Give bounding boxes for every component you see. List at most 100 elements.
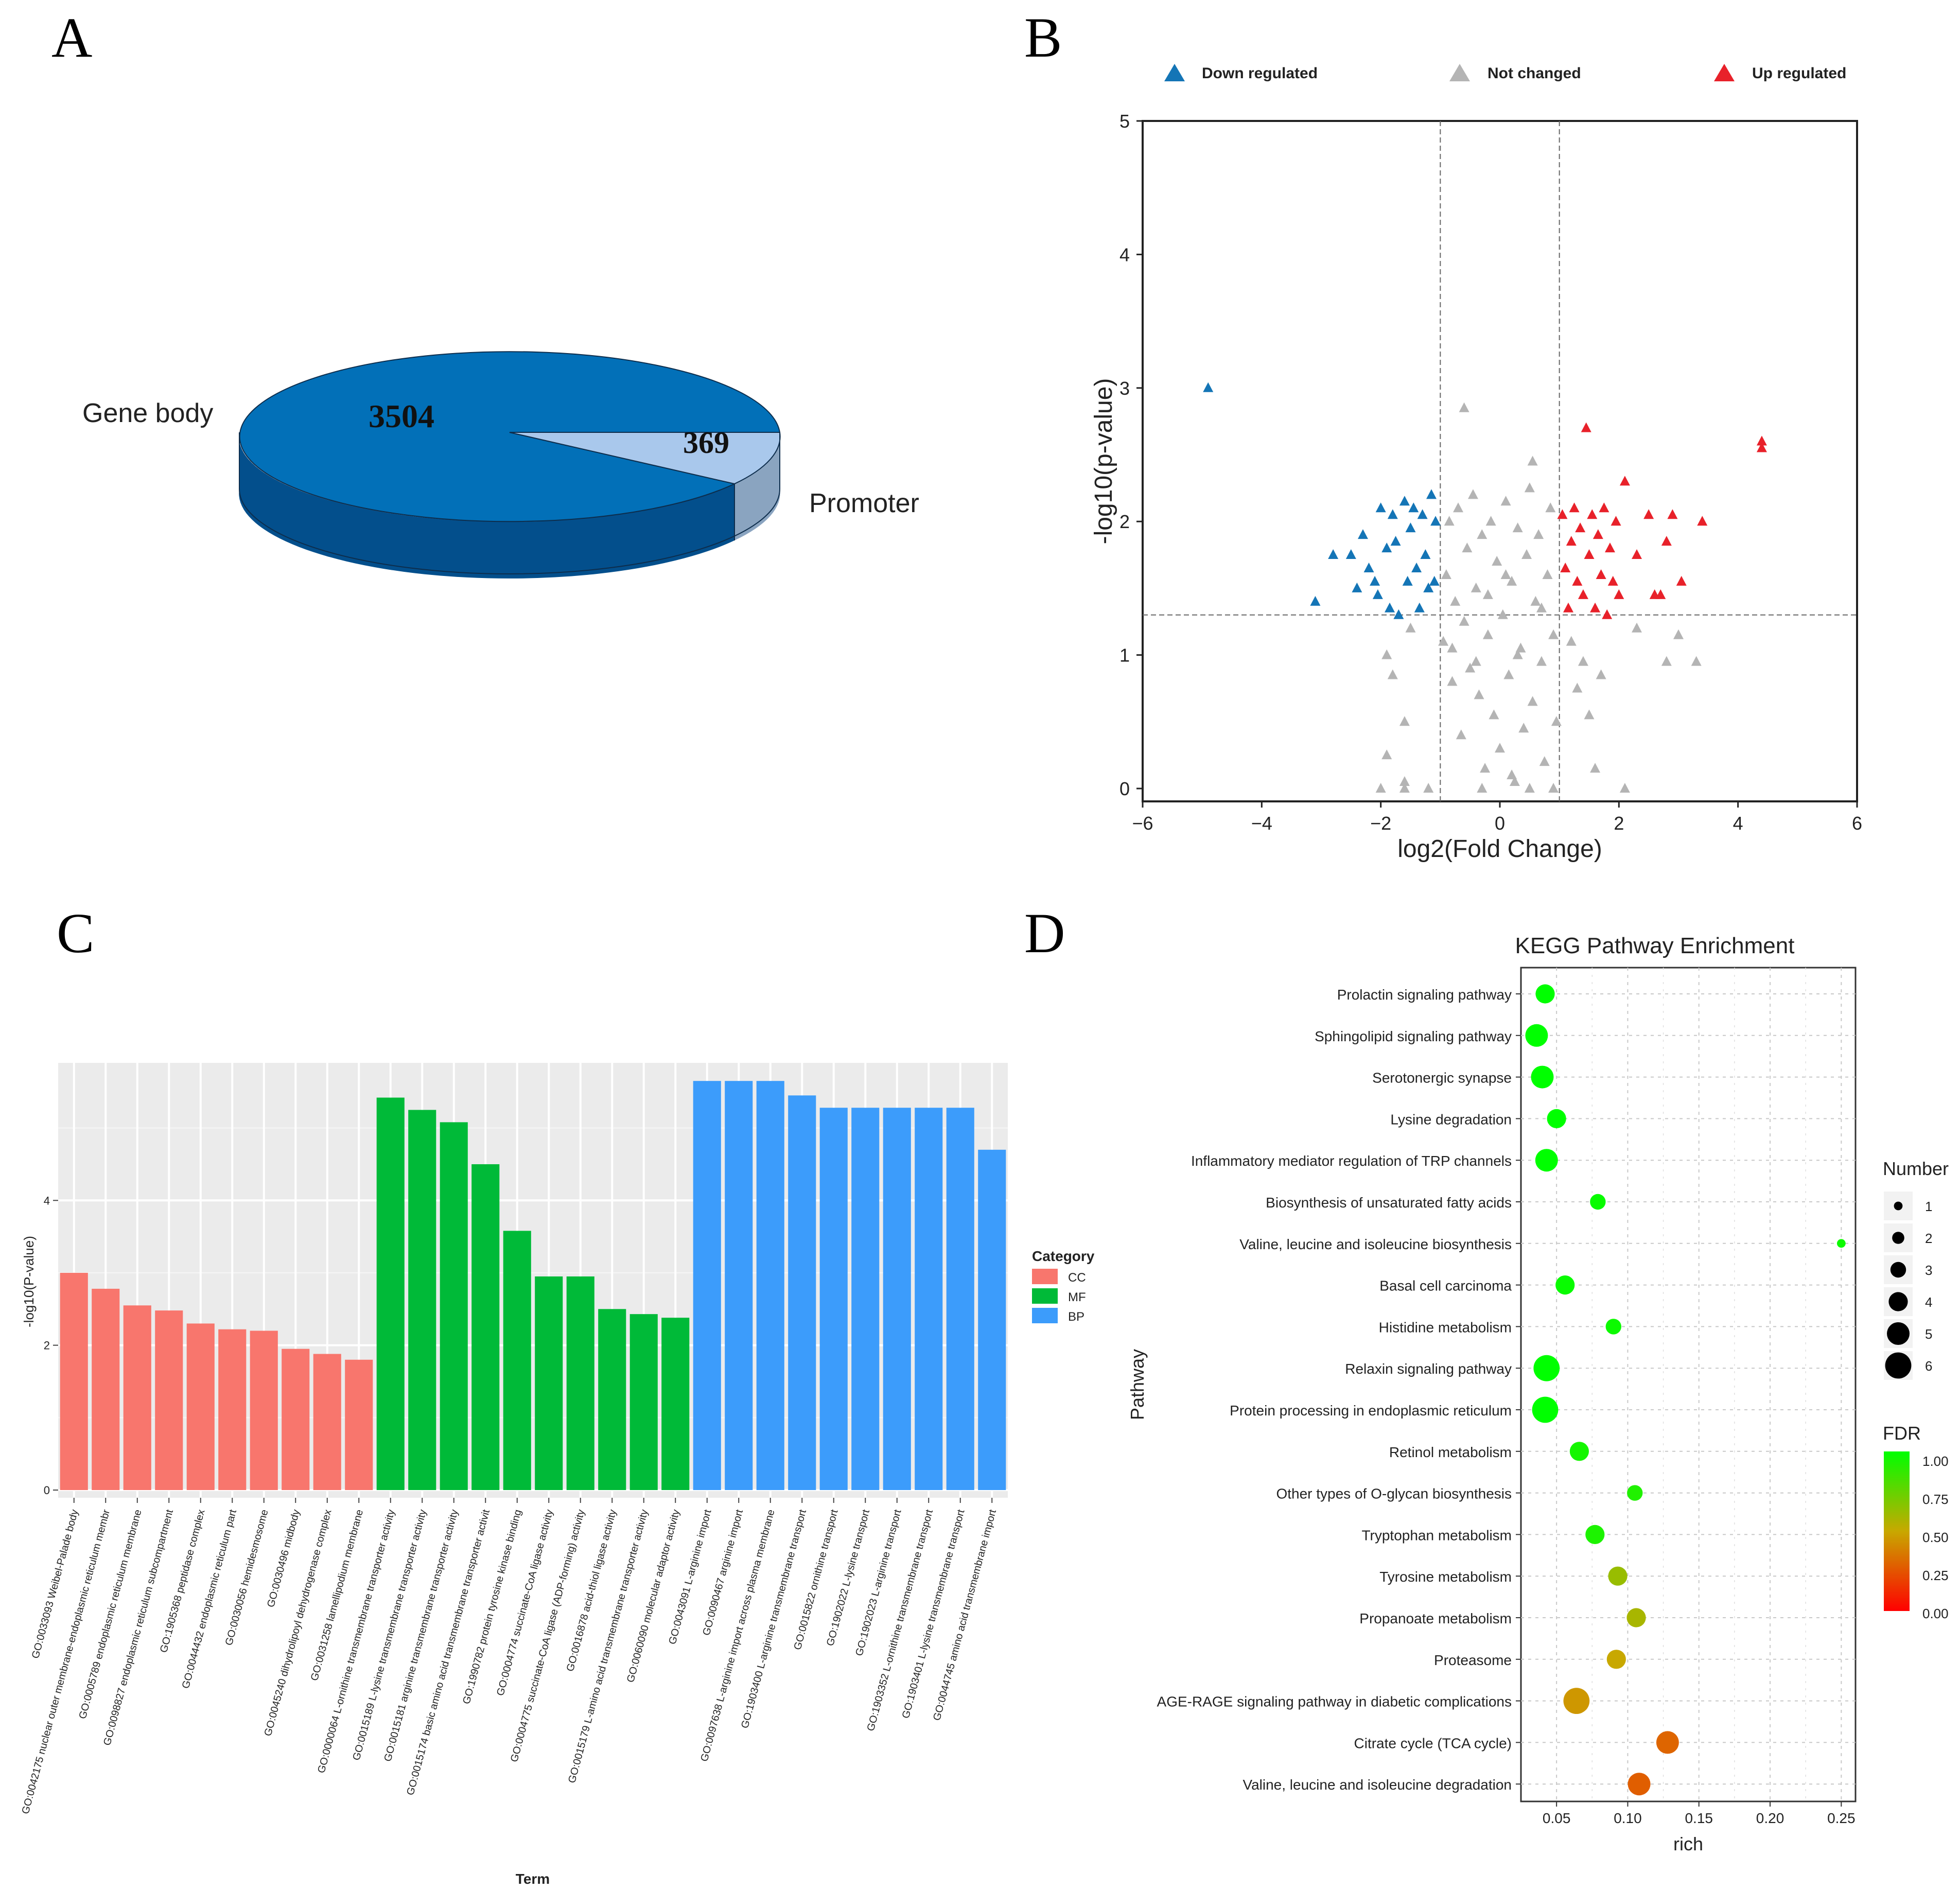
kegg-bubble [1563, 1688, 1590, 1714]
legend-marker-not-changed [1449, 64, 1470, 81]
pie-label-promoter: Promoter [809, 488, 919, 518]
kegg-bubble [1535, 984, 1555, 1004]
down-regulated-point [1417, 509, 1428, 519]
up-regulated-point [1592, 529, 1603, 539]
size-legend-dot [1890, 1262, 1906, 1278]
pie-value-promoter: 369 [683, 426, 729, 460]
kegg-bubble [1605, 1319, 1621, 1335]
kegg-pathway-label: Valine, leucine and isoleucine biosynthe… [1239, 1236, 1512, 1252]
not-changed-point [1691, 656, 1702, 666]
kegg-pathway-label: Retinol metabolism [1389, 1444, 1512, 1460]
up-regulated-point [1581, 422, 1591, 432]
bar-cc [282, 1349, 310, 1490]
not-changed-point [1572, 682, 1583, 693]
volcano-legend: Down regulated Not changed Up regulated [1164, 64, 1846, 82]
bar-mf [471, 1164, 500, 1490]
pie-value-gene-body: 3504 [369, 398, 434, 434]
bar-x-label: Term [516, 1871, 550, 1887]
kegg-bubble [1531, 1065, 1554, 1089]
not-changed-point [1405, 622, 1416, 633]
down-regulated-point [1387, 509, 1398, 519]
up-regulated-point [1607, 575, 1618, 586]
up-regulated-point [1667, 509, 1678, 519]
kegg-x-tick-label: 0.15 [1685, 1810, 1713, 1826]
up-regulated-point [1604, 542, 1615, 553]
down-regulated-point [1430, 516, 1441, 526]
bar-bp [756, 1081, 784, 1490]
not-changed-point [1462, 542, 1473, 553]
volcano-y-tick-label: 3 [1119, 378, 1130, 399]
bar-cc [218, 1329, 247, 1490]
kegg-x-tick-label: 0.20 [1756, 1810, 1784, 1826]
down-regulated-point [1370, 575, 1380, 586]
bar-bp [915, 1108, 943, 1490]
not-changed-point [1632, 622, 1642, 633]
size-legend-dot [1887, 1322, 1910, 1345]
down-regulated-point [1420, 549, 1431, 559]
not-changed-point [1503, 669, 1514, 679]
not-changed-point [1467, 489, 1478, 499]
bar-category-label: GO:0030496 midbody [265, 1509, 302, 1609]
bar-bp [819, 1108, 848, 1490]
up-regulated-point [1596, 569, 1606, 579]
not-changed-point [1507, 575, 1517, 586]
down-regulated-point [1310, 596, 1321, 606]
bar-y-tick-label: 2 [44, 1339, 50, 1352]
not-changed-point [1509, 776, 1520, 786]
not-changed-point [1447, 642, 1458, 653]
kegg-bubble [1656, 1731, 1679, 1754]
not-changed-point [1495, 743, 1505, 753]
size-legend-dot [1888, 1292, 1908, 1311]
kegg-bubble [1606, 1650, 1626, 1669]
not-changed-point [1530, 596, 1541, 606]
not-changed-point [1399, 716, 1410, 726]
bar-mf [503, 1231, 531, 1490]
up-regulated-point [1587, 509, 1598, 519]
up-regulated-point [1602, 609, 1613, 619]
bar-category-label: GO:0045240 dihydrolipoyl dehydrogenase c… [262, 1509, 334, 1738]
down-regulated-point [1393, 609, 1404, 619]
kegg-x-tick-label: 0.05 [1543, 1810, 1571, 1826]
not-changed-point [1542, 569, 1553, 579]
up-regulated-point [1611, 516, 1621, 526]
kegg-title: KEGG Pathway Enrichment [1515, 933, 1795, 958]
up-regulated-point [1578, 589, 1588, 599]
not-changed-point [1489, 709, 1499, 720]
bar-cc [186, 1323, 215, 1490]
pie-slice-gene-body [239, 351, 781, 522]
not-changed-point [1536, 656, 1547, 666]
bar-category-label: GO:1903400 L-arginine transmembrane tran… [739, 1508, 809, 1729]
kegg-pathway-label: AGE-RAGE signaling pathway in diabetic c… [1157, 1694, 1512, 1710]
not-changed-point [1471, 656, 1481, 666]
size-legend-title: Number [1883, 1158, 1949, 1179]
fdr-legend-label: 1.00 [1922, 1454, 1949, 1469]
fdr-legend-label: 0.75 [1922, 1492, 1949, 1507]
down-regulated-point [1423, 582, 1434, 592]
not-changed-point [1512, 649, 1523, 659]
bar-category-label: GO:0005789 endoplasmic reticulum membran… [77, 1509, 144, 1721]
down-regulated-point [1405, 522, 1416, 533]
kegg-bubble [1590, 1194, 1606, 1210]
down-regulated-point [1345, 549, 1356, 559]
bar-cc [155, 1310, 183, 1490]
kegg-bubble [1608, 1566, 1627, 1586]
legend-swatch-cc [1032, 1269, 1058, 1284]
up-regulated-point [1566, 536, 1577, 546]
not-changed-point [1566, 636, 1577, 646]
down-regulated-point [1426, 489, 1437, 499]
not-changed-point [1453, 502, 1464, 513]
down-regulated-point [1352, 582, 1362, 592]
not-changed-point [1492, 556, 1502, 566]
size-legend-label: 3 [1925, 1263, 1932, 1278]
not-changed-point [1507, 769, 1517, 780]
fdr-legend: FDR 1.00 0.75 0.50 0.25 0.00 [1883, 1423, 1949, 1621]
not-changed-point [1527, 456, 1538, 466]
kegg-pathway-label: Biosynthesis of unsaturated fatty acids [1266, 1195, 1512, 1211]
kegg-bubble [1547, 1109, 1566, 1128]
bar-category-label: GO:0004774 succinate-CoA ligase activity [495, 1509, 555, 1697]
not-changed-point [1590, 763, 1601, 773]
not-changed-point [1515, 642, 1526, 653]
kegg-pathway-label: Tyrosine metabolism [1379, 1569, 1512, 1585]
kegg-pathway-label: Prolactin signaling pathway [1337, 987, 1512, 1003]
pie-side-main [239, 432, 734, 579]
